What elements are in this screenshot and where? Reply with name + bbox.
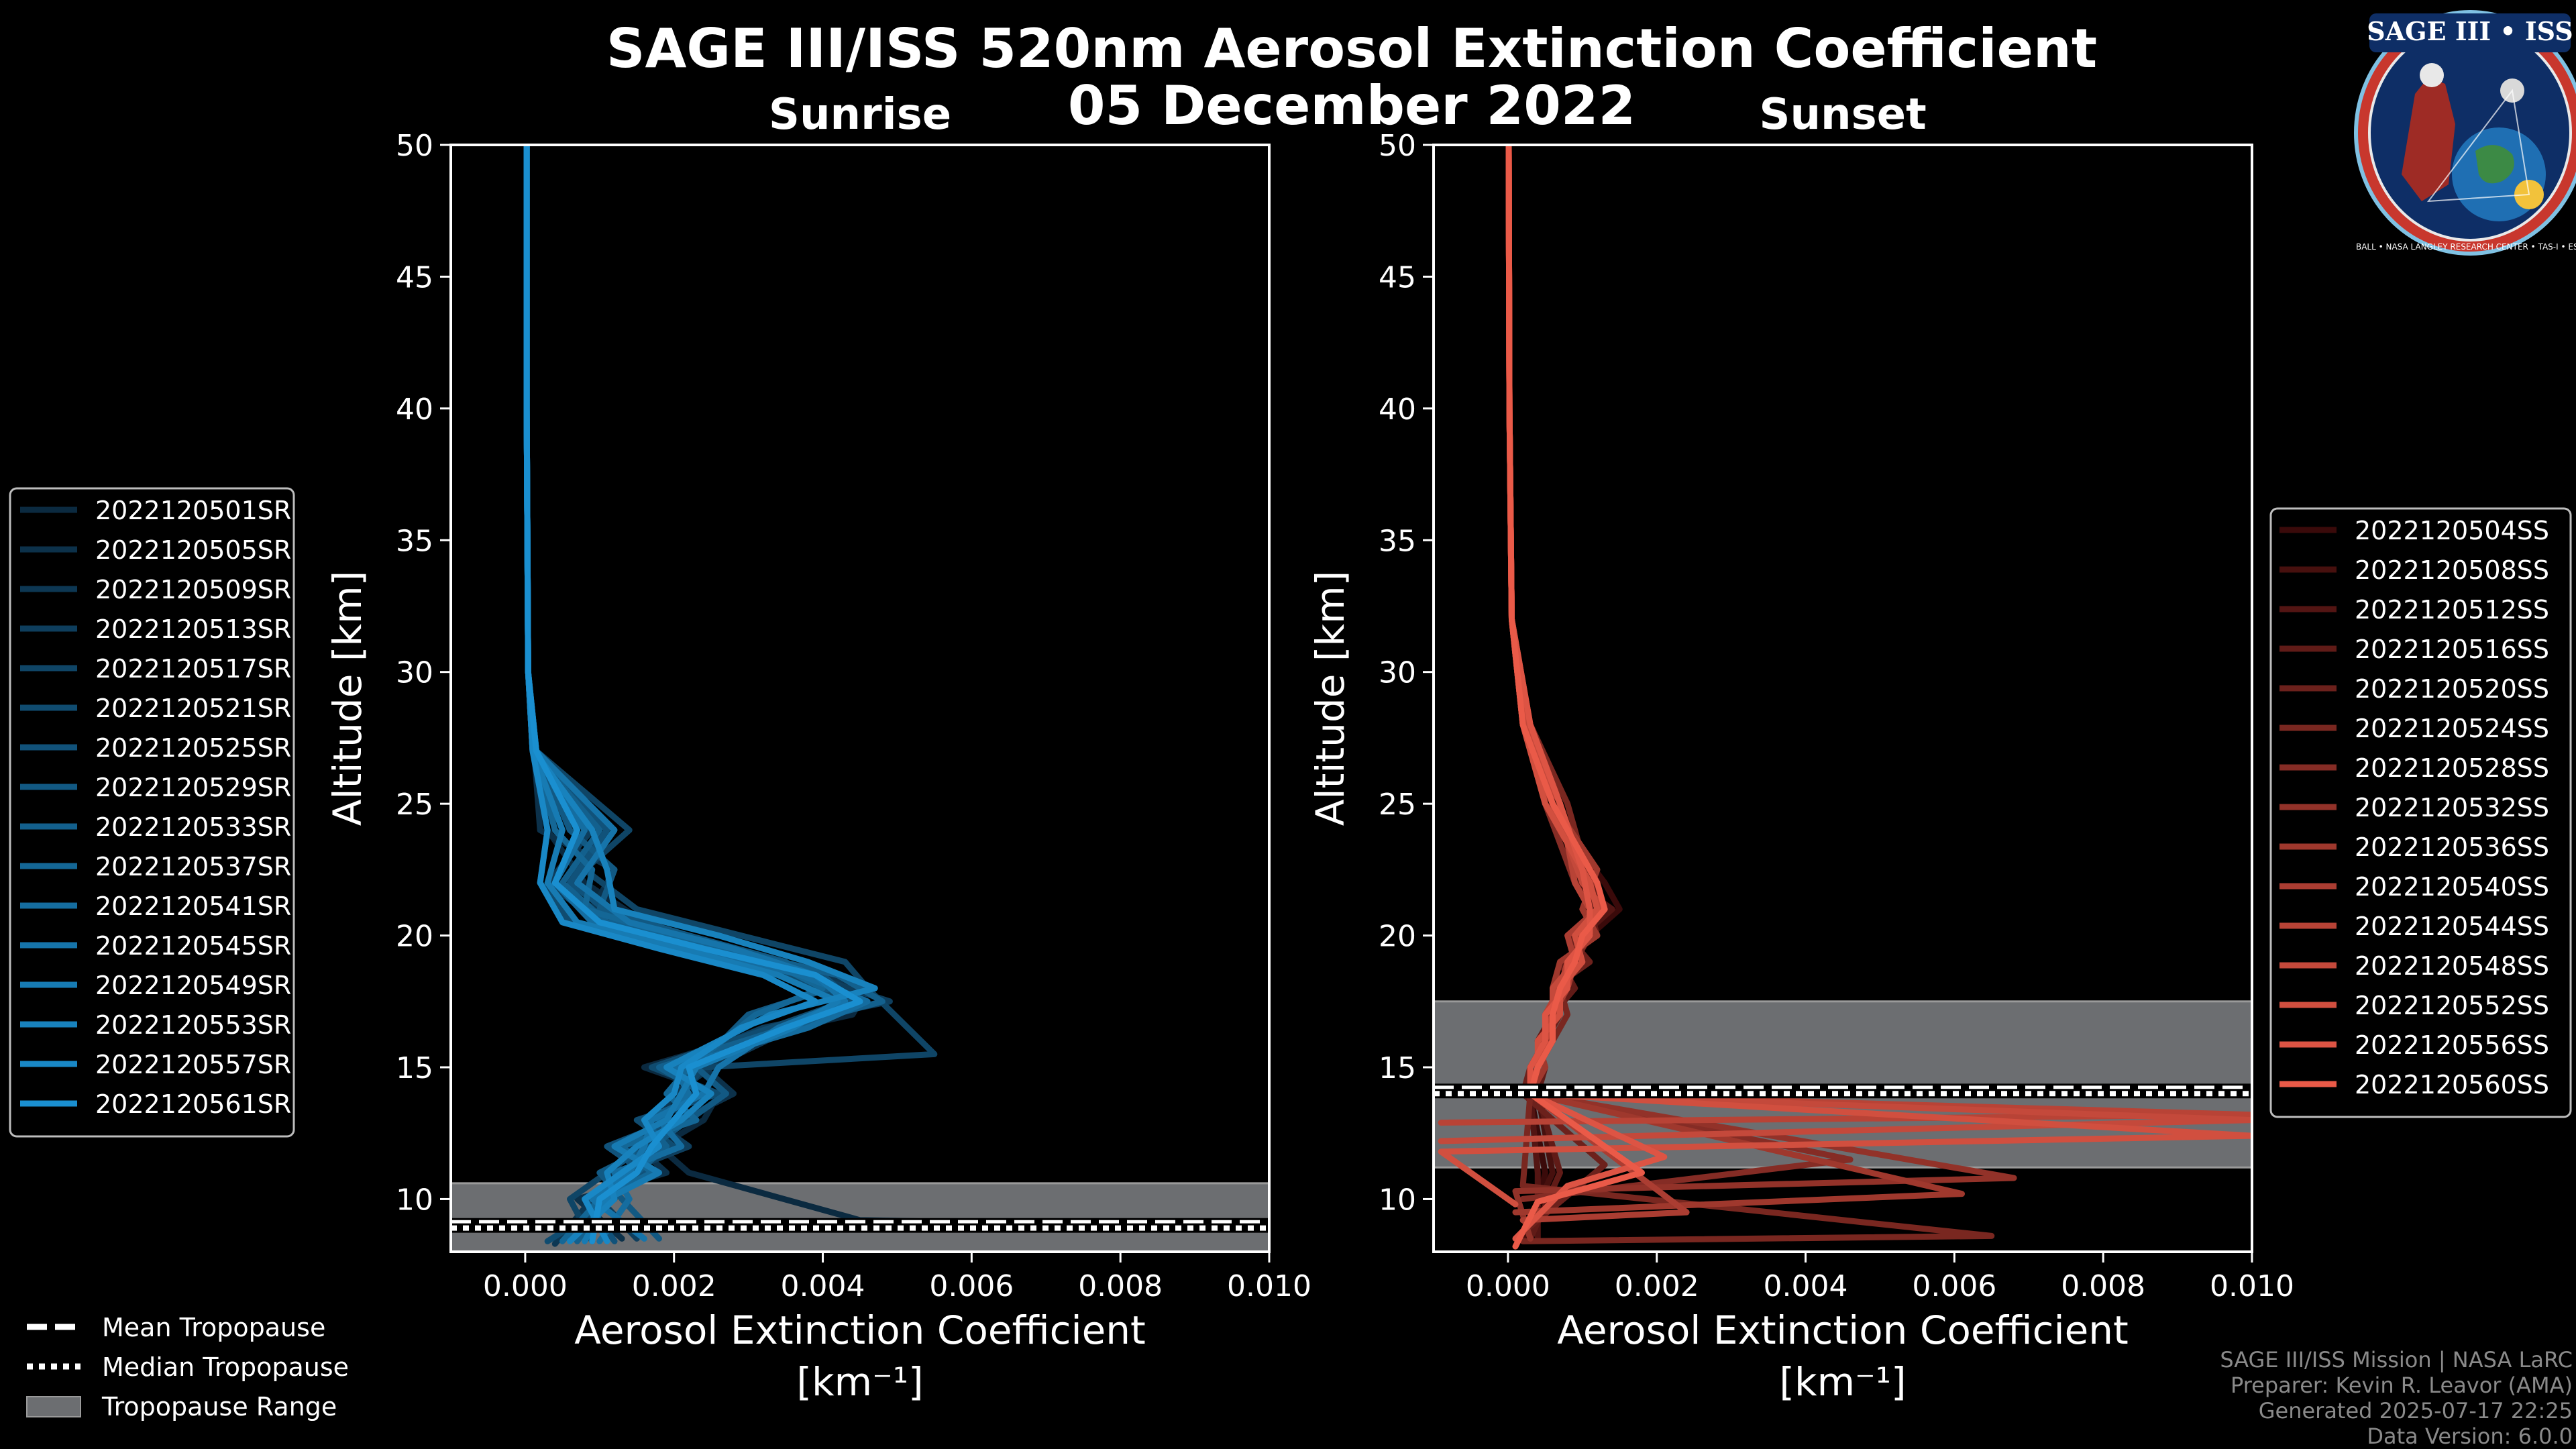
median-tropopause-label: Median Tropopause: [102, 1352, 349, 1382]
legend-entry: 2022120525SR: [95, 733, 291, 763]
y-tick-label: 20: [1379, 920, 1416, 954]
legend-entry: 2022120533SR: [95, 812, 291, 842]
legend-entry: 2022120517SR: [95, 654, 291, 684]
x-tick-label: 0.000: [483, 1269, 568, 1303]
legend-entry: 2022120537SR: [95, 852, 291, 881]
plot-area: [451, 145, 1269, 1252]
credit-line: Data Version: 6.0.0: [2367, 1424, 2573, 1449]
tropopause-legend: Mean Tropopause Median Tropopause Tropop…: [26, 1313, 349, 1421]
legend-entry: 2022120509SR: [95, 575, 291, 604]
credit-line: Preparer: Kevin R. Leavor (AMA): [2231, 1373, 2573, 1398]
y-tick-label: 25: [396, 788, 433, 822]
axes-frame: [1432, 144, 2253, 1253]
x-tick-label: 0.002: [1615, 1269, 1699, 1303]
plot-area: [1434, 145, 2252, 1252]
credit-line: Generated 2025-07-17 22:25: [2259, 1398, 2573, 1424]
series-line-2022120557SR: [523, 145, 818, 1244]
x-axis-label: Aerosol Extinction Coefficient: [574, 1307, 1146, 1353]
tropopause-range-swatch: [26, 1396, 81, 1417]
legend-entry: 2022120508SS: [2355, 555, 2549, 585]
credit-line: SAGE III/ISS Mission | NASA LaRC: [2220, 1347, 2573, 1373]
sunset-legend: 2022120504SS 2022120508SS 2022120512SS 2022…: [2269, 507, 2572, 1118]
x-tick-label: 0.010: [1227, 1269, 1311, 1303]
legend-box: [2269, 507, 2572, 1118]
x-axis-label: Aerosol Extinction Coefficient: [1557, 1307, 2129, 1353]
x-tick-label: 0.008: [1078, 1269, 1163, 1303]
series-line-2022120560SS: [1505, 145, 1645, 1250]
legend-entry: 2022120560SS: [2355, 1070, 2549, 1099]
x-tick-label: 0.002: [632, 1269, 716, 1303]
legend-entry: 2022120556SS: [2355, 1030, 2549, 1060]
x-tick-label: 0.004: [1764, 1269, 1848, 1303]
legend-entry: 2022120549SR: [95, 971, 291, 1000]
y-tick-label: 35: [396, 524, 433, 558]
legend-entry: 2022120521SR: [95, 694, 291, 723]
x-tick-label: 0.006: [1912, 1269, 1996, 1303]
y-tick-label: 30: [1379, 656, 1416, 690]
legend-entry: 2022120501SR: [95, 496, 291, 525]
legend-entry: 2022120553SR: [95, 1010, 291, 1040]
tropopause-range-label: Tropopause Range: [101, 1392, 337, 1421]
y-tick-label: 20: [396, 920, 433, 954]
legend-entry: 2022120513SR: [95, 614, 291, 644]
y-tick-label: 50: [1379, 129, 1416, 163]
logo-text: SAGE III • ISS: [2367, 16, 2573, 46]
x-axis-unit: [km⁻¹]: [1779, 1359, 1906, 1405]
x-tick-label: 0.000: [1466, 1269, 1550, 1303]
legend-entry: 2022120505SR: [95, 535, 291, 565]
credits: SAGE III/ISS Mission | NASA LaRC Prepare…: [2220, 1347, 2573, 1449]
x-axis-unit: [km⁻¹]: [796, 1359, 923, 1405]
y-tick-label: 25: [1379, 788, 1416, 822]
panel-title: Sunrise: [769, 90, 951, 140]
legend-entry: 2022120544SS: [2355, 912, 2549, 941]
y-tick-label: 45: [396, 260, 433, 294]
legend-entry: 2022120552SS: [2355, 991, 2549, 1020]
y-tick-label: 15: [396, 1051, 433, 1085]
x-tick-label: 0.008: [2061, 1269, 2145, 1303]
mean-tropopause-label: Mean Tropopause: [102, 1313, 325, 1342]
legend-entry: 2022120524SS: [2355, 714, 2549, 743]
sunset-panel: Sunset 10 15 20 25 30 35 40 45 50 0.000 0.002 0.004 0…: [1307, 90, 2294, 1405]
x-tick-label: 0.004: [781, 1269, 865, 1303]
y-tick-label: 10: [1379, 1183, 1416, 1217]
figure-title: SAGE III/ISS 520nm Aerosol Extinction Co…: [606, 17, 2097, 80]
legend-box: [9, 487, 295, 1138]
legend-entry: 2022120536SS: [2355, 833, 2549, 862]
y-tick-label: 40: [396, 392, 433, 427]
y-tick-label: 30: [396, 656, 433, 690]
y-tick-label: 10: [396, 1183, 433, 1217]
series-line-2022120556SS: [1505, 145, 1668, 1242]
y-tick-label: 40: [1379, 392, 1416, 427]
sunrise-panel: Sunrise 10 15 20 25 30 35 40 45 50 0.000 0.002 0.004…: [325, 90, 1311, 1405]
y-tick-label: 45: [1379, 260, 1416, 294]
legend-entry: 2022120528SS: [2355, 753, 2549, 783]
legend-entry: 2022120540SS: [2355, 872, 2549, 902]
y-tick-label: 15: [1379, 1051, 1416, 1085]
x-tick-label: 0.010: [2210, 1269, 2294, 1303]
sunrise-legend: 2022120501SR 2022120505SR 2022120509SR 2022…: [9, 487, 295, 1138]
legend-entry: 2022120557SR: [95, 1050, 291, 1079]
legend-entry: 2022120545SR: [95, 931, 291, 961]
y-axis-label: Altitude [km]: [1307, 571, 1353, 826]
legend-entry: 2022120532SS: [2355, 793, 2549, 822]
legend-entry: 2022120529SR: [95, 773, 291, 802]
legend-entry: 2022120520SS: [2355, 674, 2549, 704]
axes-frame: [449, 144, 1271, 1253]
legend-entry: 2022120504SS: [2355, 516, 2549, 545]
legend-entry: 2022120561SR: [95, 1089, 291, 1119]
panel-title: Sunset: [1759, 90, 1926, 140]
legend-entry: 2022120548SS: [2355, 951, 2549, 981]
sage-iii-iss-logo: SAGE III • ISS BALL • NASA LANGLEY RESEA…: [2354, 10, 2576, 256]
logo-ring-text: BALL • NASA LANGLEY RESEARCH CENTER • TA…: [2356, 242, 2576, 252]
y-axis-label: Altitude [km]: [325, 571, 370, 826]
y-tick-label: 50: [396, 129, 433, 163]
figure-date: 05 December 2022: [1068, 74, 1635, 137]
y-tick-label: 35: [1379, 524, 1416, 558]
series-line-2022120561SR: [523, 145, 863, 1244]
x-tick-label: 0.006: [929, 1269, 1014, 1303]
legend-entry: 2022120541SR: [95, 892, 291, 921]
legend-entry: 2022120512SS: [2355, 595, 2549, 625]
legend-entry: 2022120516SS: [2355, 635, 2549, 664]
